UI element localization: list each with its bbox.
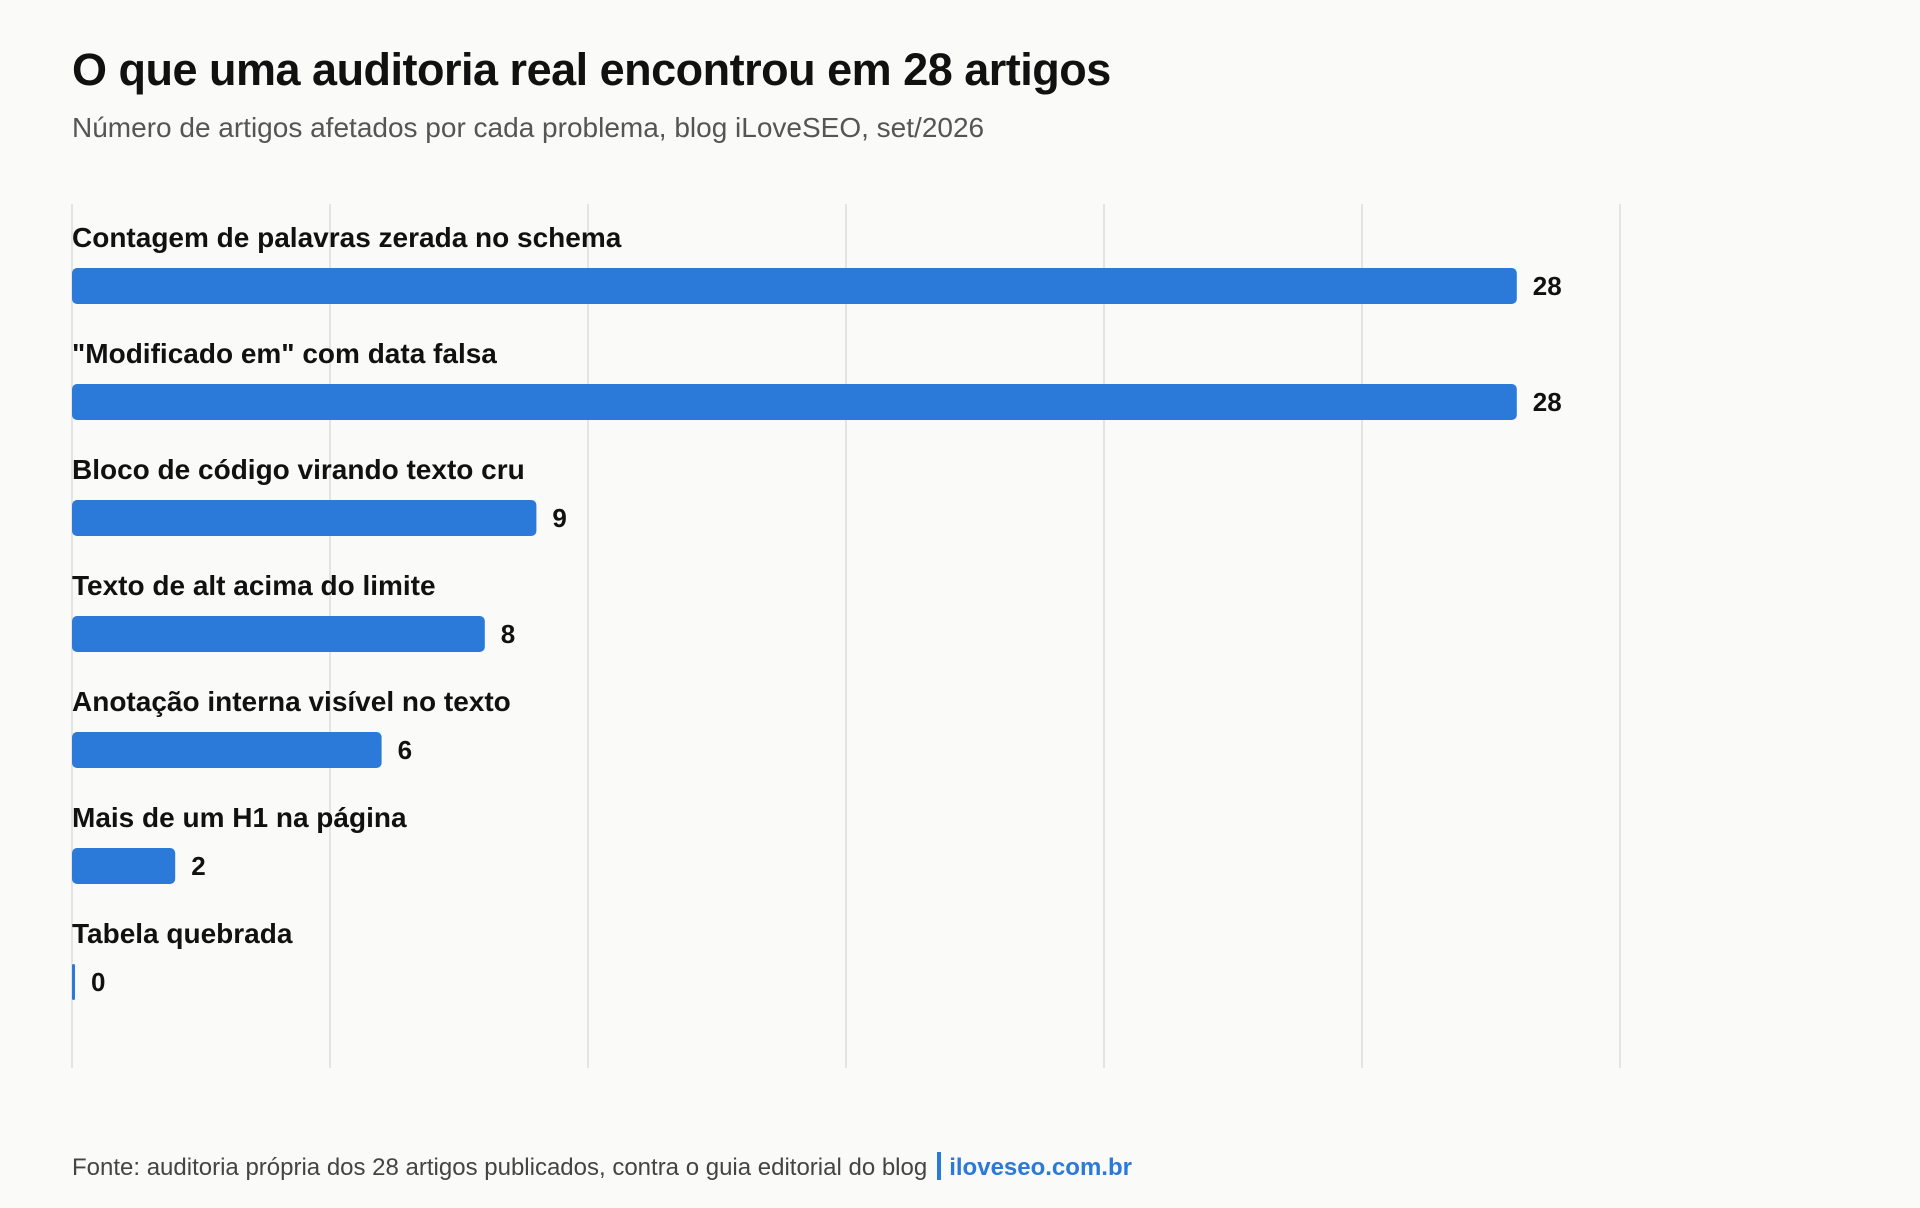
value-label: 0 — [91, 967, 105, 997]
gridlines — [71, 204, 1621, 1068]
category-label: Contagem de palavras zerada no schema — [72, 222, 622, 253]
site-link[interactable]: iloveseo.com.br — [949, 1154, 1132, 1181]
footer-separator — [937, 1152, 942, 1180]
chart-footer: Fonte: auditoria própria dos 28 artigos … — [72, 1152, 1132, 1182]
bar — [72, 964, 75, 1000]
value-label: 28 — [1533, 271, 1562, 301]
chart-title: O que uma auditoria real encontrou em 28… — [72, 44, 1111, 95]
value-label: 9 — [552, 503, 566, 533]
category-label: Texto de alt acima do limite — [72, 570, 436, 601]
source-note: Fonte: auditoria própria dos 28 artigos … — [72, 1154, 928, 1181]
bar — [72, 732, 382, 768]
category-label: Tabela quebrada — [72, 918, 293, 949]
category-label: Bloco de código virando texto cru — [72, 454, 525, 485]
value-label: 2 — [191, 851, 205, 881]
bar — [72, 500, 537, 536]
category-label: Anotação interna visível no texto — [72, 686, 511, 717]
bar — [72, 848, 176, 884]
bar — [72, 616, 485, 652]
value-label: 8 — [501, 619, 515, 649]
bar — [72, 384, 1517, 420]
value-label: 28 — [1533, 387, 1562, 417]
bars: Contagem de palavras zerada no schema28"… — [72, 222, 1562, 1000]
value-label: 6 — [398, 735, 412, 765]
category-label: "Modificado em" com data falsa — [72, 338, 497, 369]
chart-subtitle: Número de artigos afetados por cada prob… — [72, 112, 985, 143]
category-label: Mais de um H1 na página — [72, 802, 407, 833]
bar — [72, 268, 1517, 304]
